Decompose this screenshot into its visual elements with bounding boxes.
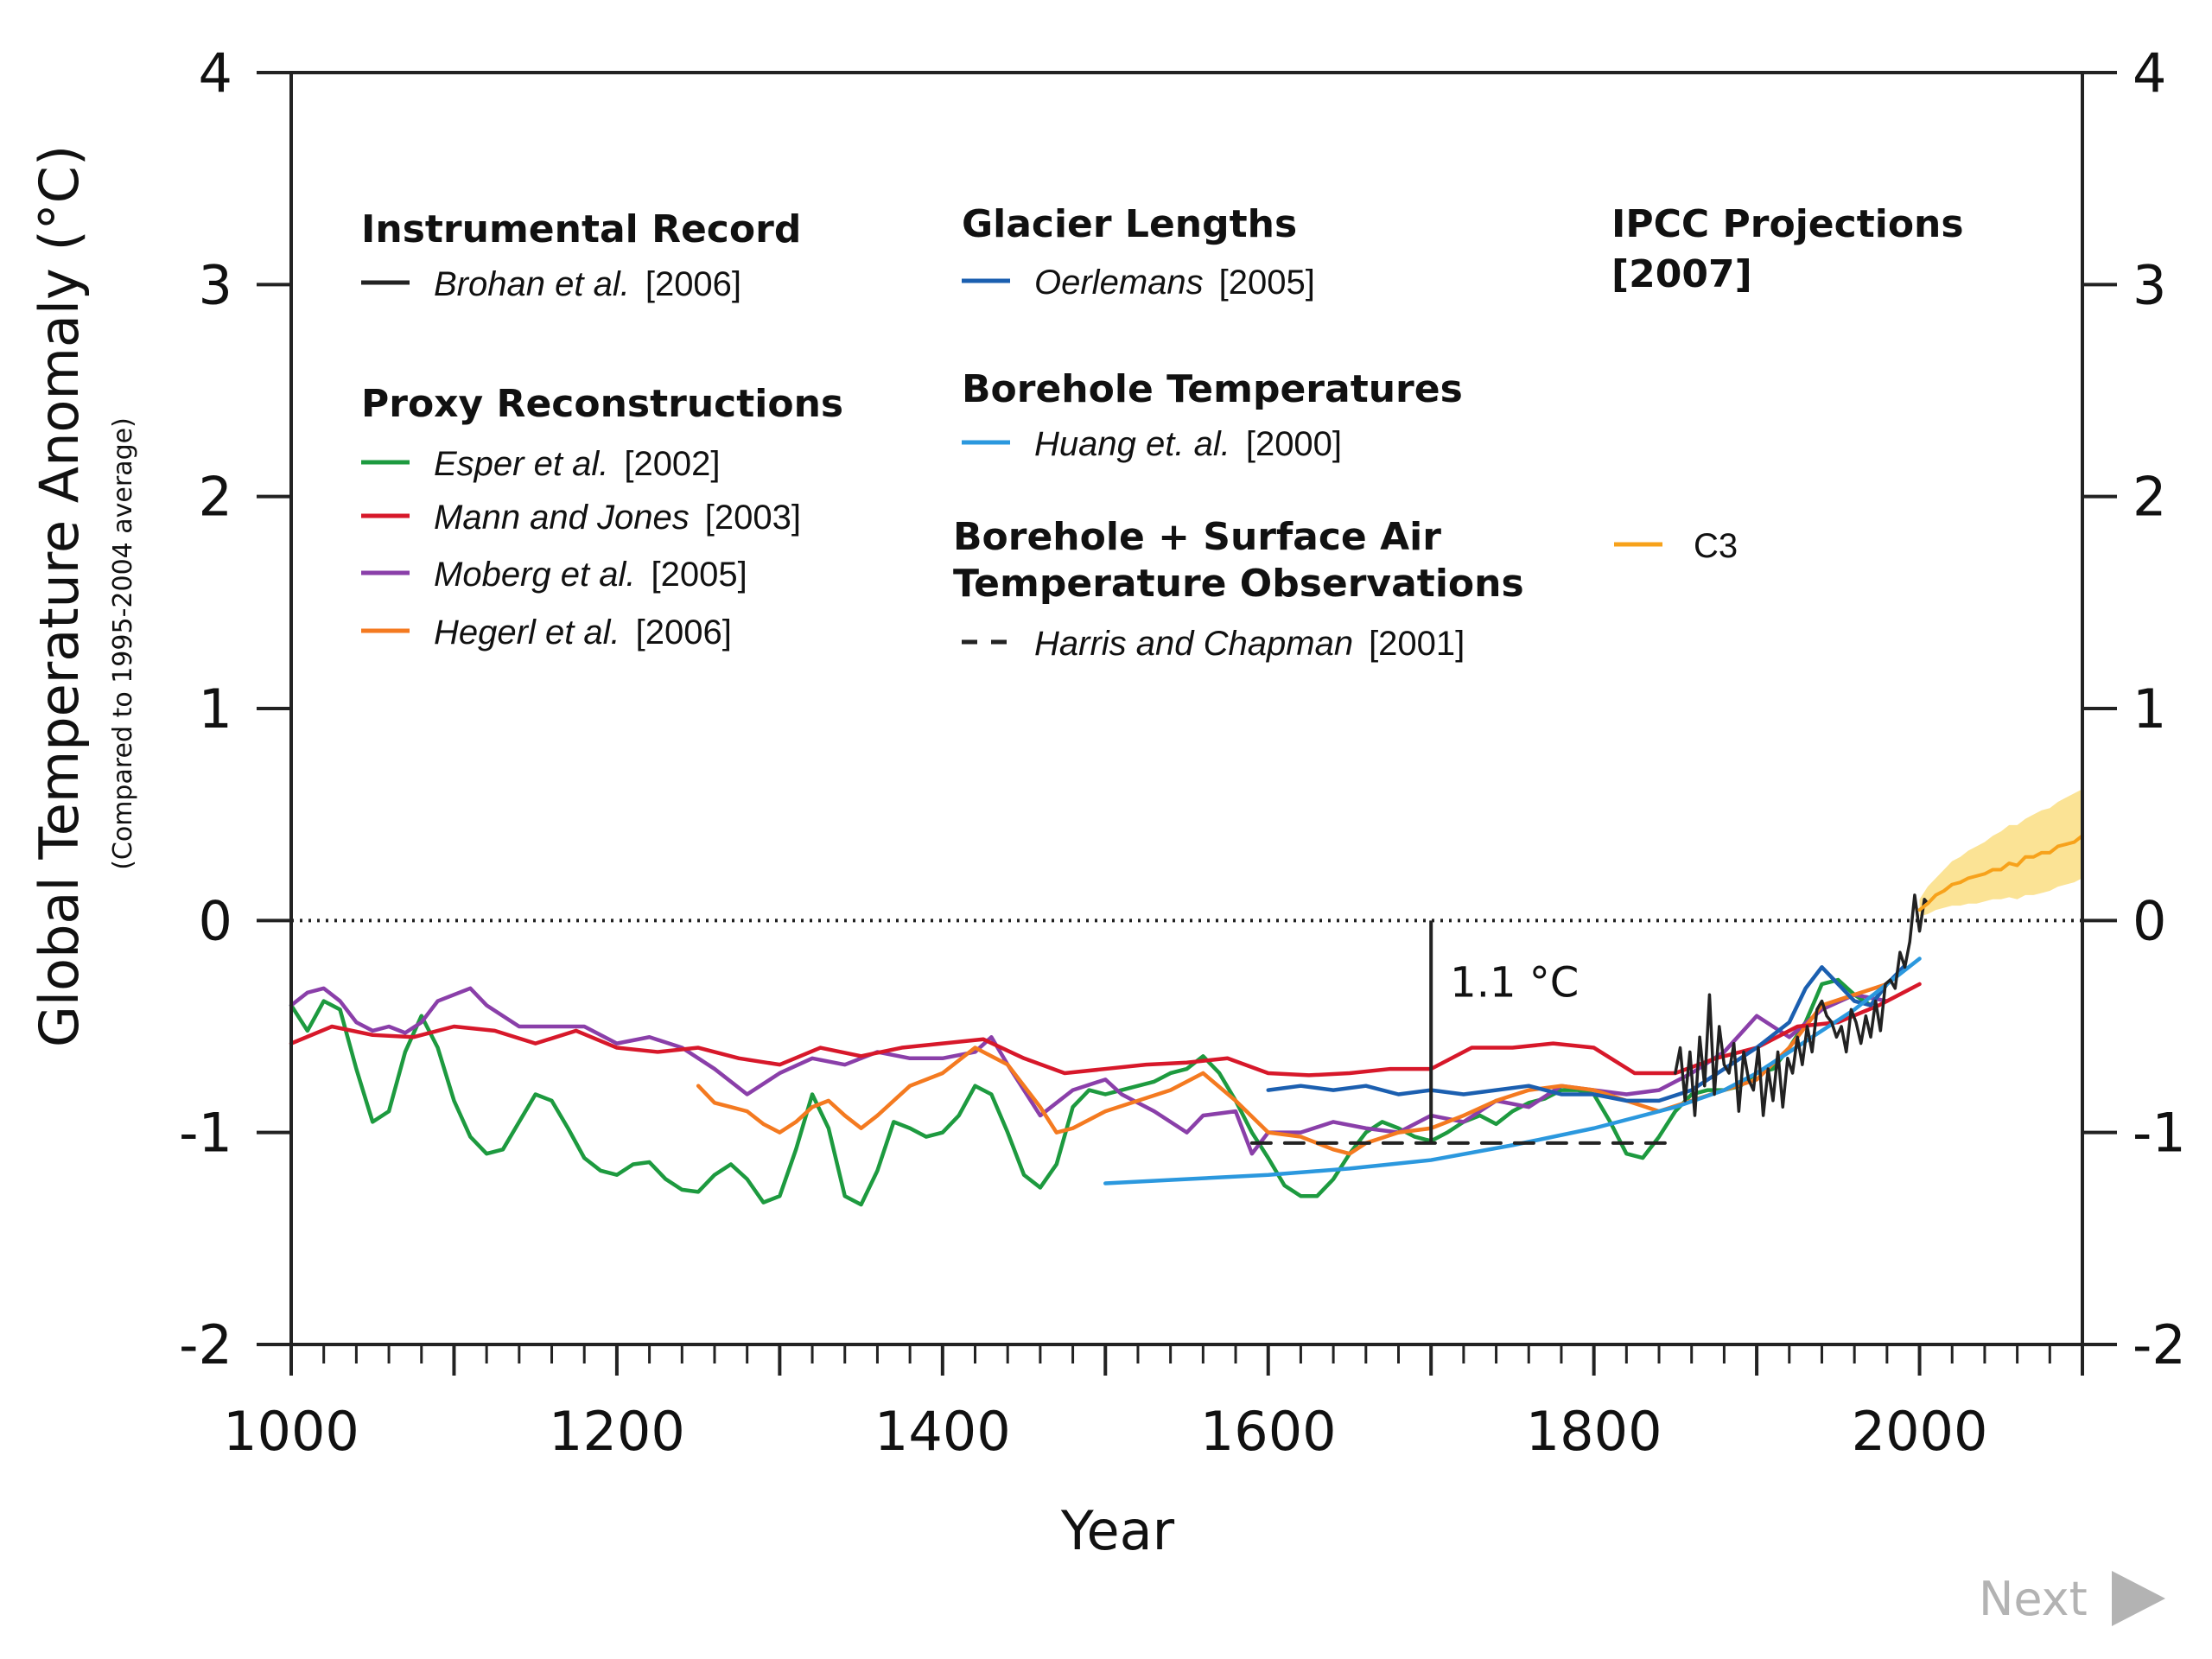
- legend-entry-2-0: Oerlemans [2005]: [1034, 264, 1315, 302]
- y-tick-label-left: 0: [199, 889, 232, 952]
- annotation-layer: 1.1 °C: [1429, 920, 1579, 1143]
- series-line-2: [289, 982, 1922, 1077]
- y-tick-label-right: 4: [2133, 41, 2166, 105]
- y-tick-label-right: 3: [2133, 253, 2166, 316]
- legend-year: [2005]: [651, 556, 747, 594]
- y-tick-label-left: 1: [199, 677, 232, 741]
- legend-heading-ipcc-2: [2007]: [1611, 252, 1752, 296]
- legend-heading-borehole-surface-2: Temperature Observations: [953, 562, 1524, 606]
- y-axis-title: Global Temperature Anomaly (°C): [28, 145, 91, 1047]
- legend-entry-0-0: Brohan et al. [2006]: [434, 265, 741, 303]
- play-arrow-icon: [2111, 1571, 2165, 1626]
- legend-entry-1-1: Mann and Jones [2003]: [434, 499, 801, 537]
- legend-year: [2002]: [624, 445, 720, 483]
- x-tick-label: 1800: [1526, 1400, 1662, 1463]
- y-axis-subtitle: (Compared to 1995-2004 average): [108, 417, 138, 870]
- legend-entry-3-0: Huang et. al. [2000]: [1034, 425, 1342, 463]
- series-line-6: [1103, 957, 1922, 1185]
- legend-author: Brohan et al.: [434, 265, 630, 303]
- legend-author: Moberg et al.: [434, 556, 635, 594]
- x-tick-label: 1400: [874, 1400, 1011, 1463]
- series-line-8: [1917, 834, 2084, 912]
- y-tick-label-left: -1: [179, 1102, 232, 1165]
- legend-entry-5-0: C3: [1694, 527, 1738, 565]
- annotation-label: 1.1 °C: [1450, 959, 1579, 1007]
- next-label: Next: [1979, 1571, 2088, 1626]
- legend: Instrumental Record Brohan et al. [2006] Pr…: [361, 202, 1964, 663]
- x-tick-label: 2000: [1852, 1400, 1988, 1463]
- y-tick-label-left: -2: [179, 1313, 232, 1376]
- x-axis-title: Year: [1060, 1499, 1175, 1562]
- legend-heading-glacier: Glacier Lengths: [962, 202, 1297, 246]
- y-tick-label-right: -1: [2133, 1102, 2186, 1165]
- legend-entry-4-0: Harris and Chapman [2001]: [1034, 625, 1465, 663]
- series-line-0: [1674, 893, 1929, 1117]
- legend-author: Oerlemans: [1034, 264, 1204, 302]
- legend-year: [2003]: [705, 499, 801, 537]
- legend-heading-instrumental: Instrumental Record: [361, 207, 801, 251]
- series-band-8: [1919, 789, 2082, 917]
- legend-year: [2006]: [645, 265, 741, 303]
- series-layer: [289, 789, 2084, 1207]
- legend-author: Hegerl et al.: [434, 613, 620, 652]
- legend-year: [2006]: [636, 613, 732, 652]
- legend-heading-borehole-surface-1: Borehole + Surface Air: [953, 515, 1441, 559]
- legend-author: Esper et al.: [434, 445, 608, 483]
- legend-author: Huang et. al.: [1034, 425, 1230, 463]
- legend-heading-borehole: Borehole Temperatures: [962, 367, 1463, 411]
- series-line-4: [696, 982, 1890, 1156]
- next-button[interactable]: Next: [1979, 1571, 2165, 1626]
- x-tick-label: 1000: [223, 1400, 359, 1463]
- legend-year: [2005]: [1219, 264, 1315, 302]
- axes-layer: -2 -2 -1 -1 0 0 1 1 2 2 3 3 4 4 1000 1200 1400 1600 1800 20…: [28, 41, 2186, 1562]
- legend-entry-1-0: Esper et al. [2002]: [434, 445, 721, 483]
- series-line-5: [1266, 965, 1905, 1103]
- legend-heading-proxy: Proxy Reconstructions: [361, 382, 843, 426]
- x-tick-label: 1200: [549, 1400, 685, 1463]
- y-tick-label-left: 2: [199, 466, 232, 529]
- y-tick-label-right: 2: [2133, 466, 2166, 529]
- legend-author: Harris and Chapman: [1034, 625, 1353, 663]
- legend-entry-1-2: Moberg et al. [2005]: [434, 556, 747, 594]
- y-tick-label-right: 0: [2133, 889, 2166, 952]
- x-tick-label: 1600: [1200, 1400, 1337, 1463]
- legend-year: [2001]: [1369, 625, 1465, 663]
- legend-year: [2000]: [1246, 425, 1342, 463]
- y-tick-label-left: 4: [199, 41, 232, 105]
- legend-entry-1-3: Hegerl et al. [2006]: [434, 613, 732, 652]
- y-tick-label-left: 3: [199, 253, 232, 316]
- y-tick-label-right: 1: [2133, 677, 2166, 741]
- y-tick-label-right: -2: [2133, 1313, 2186, 1376]
- legend-author: Mann and Jones: [434, 499, 690, 537]
- legend-heading-ipcc-1: IPCC Projections: [1611, 202, 1964, 246]
